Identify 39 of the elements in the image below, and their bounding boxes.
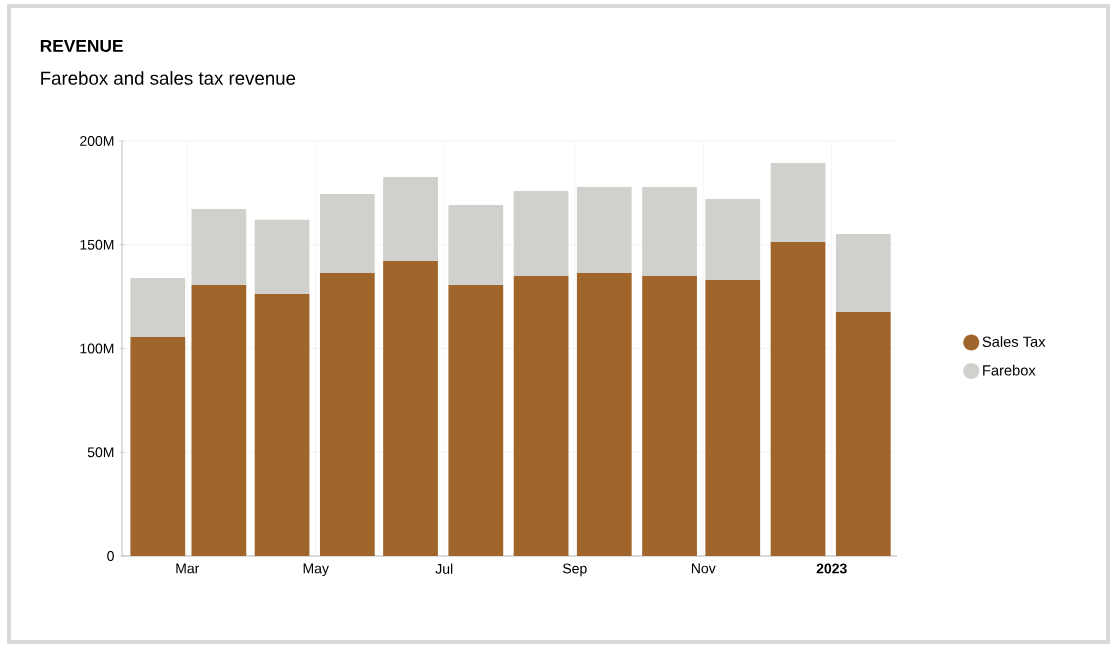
bar [319,272,375,556]
y-tick-label: 0 [107,551,114,561]
bar [705,280,761,556]
y-tick-label: 150M [80,239,114,250]
x-tick-label: Mar [176,563,200,574]
bar [448,285,504,556]
chart-subtitle: Farebox and sales tax revenue [41,71,296,85]
bar [130,277,186,338]
legend-label: Farebox [983,364,1036,376]
bar [576,187,632,273]
y-tick-label: 50M [87,447,114,458]
bar [835,233,891,312]
y-tick-label: 100M [80,343,114,354]
x-tick-label: Sep [562,563,587,577]
bar [835,311,891,556]
bar [448,204,504,286]
legend-label: Sales Tax [982,336,1046,347]
bar [770,242,826,556]
bar [254,219,310,294]
bar [383,176,438,261]
bar [130,337,186,556]
bar [642,275,697,556]
bar [319,193,375,273]
bar [576,272,632,556]
bar [383,260,438,556]
bar [642,187,697,276]
x-tick-label: Nov [691,563,716,574]
bar [513,191,569,276]
bar [770,162,826,243]
bar [513,275,569,556]
x-tick-label: 2023 [816,563,847,574]
x-tick-label: May [303,563,329,577]
bar [191,285,247,556]
bar [705,199,761,281]
y-tick-label: 200M [80,136,114,146]
x-tick-label: Jul [435,563,453,574]
chart-title: REVENUE [40,39,123,53]
bar [191,209,247,286]
bar [254,293,310,556]
